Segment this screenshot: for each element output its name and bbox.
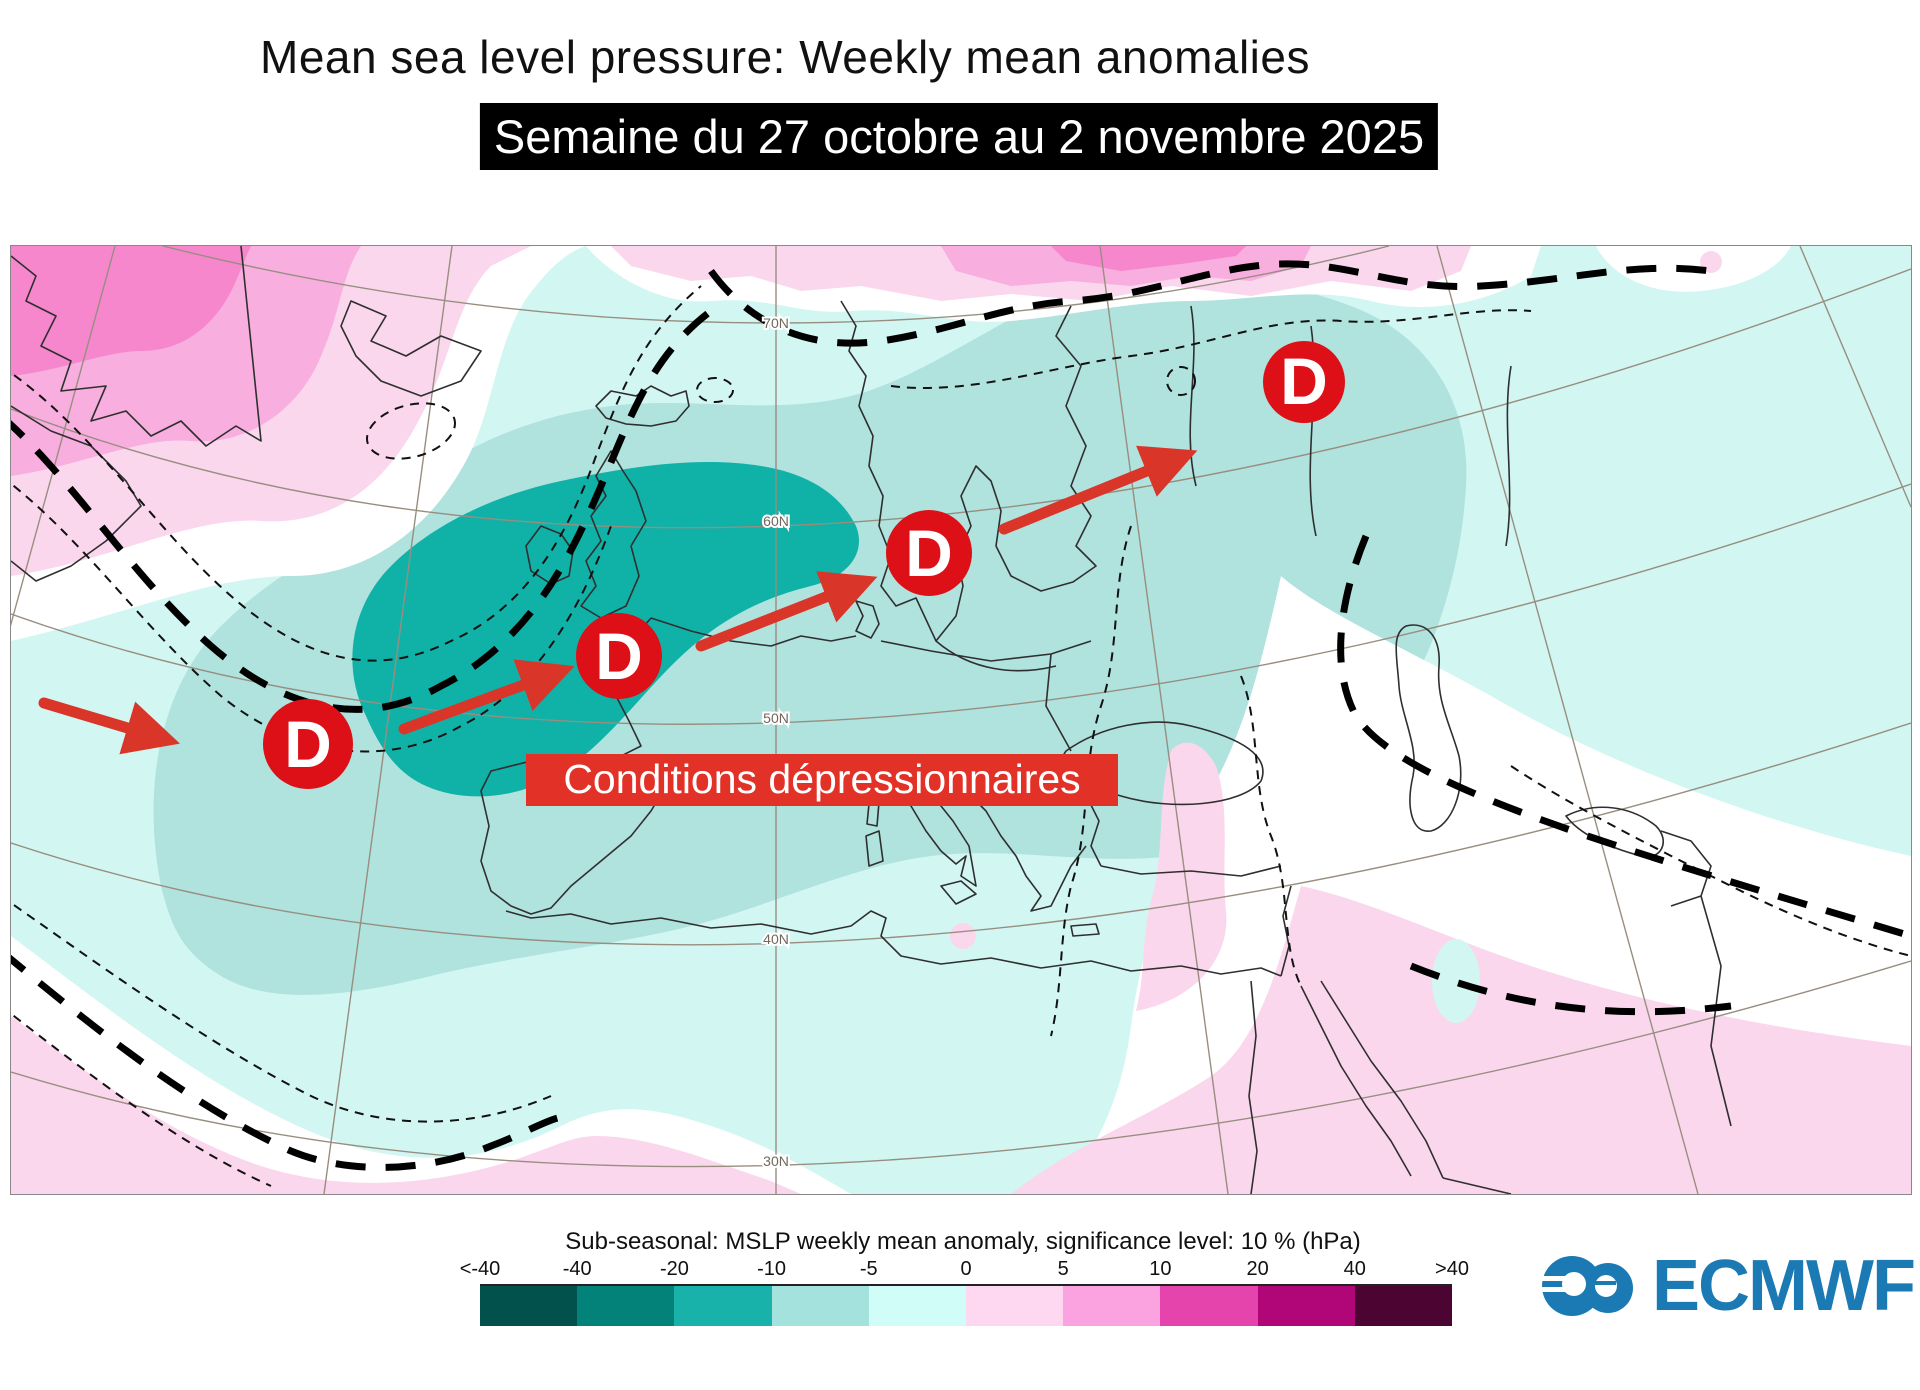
- svg-text:D: D: [905, 516, 953, 590]
- fill-palepink-spot-algeria: [950, 923, 976, 949]
- arrow-d3-d4: [998, 445, 1198, 535]
- fill-cyan-patch-redsea: [1432, 939, 1480, 1023]
- colorbar-tick: -5: [859, 1258, 878, 1280]
- lat-label-50n: 50N: [763, 710, 789, 726]
- arrow-d1-d2: [398, 659, 575, 735]
- colorbar-cell: [674, 1286, 772, 1326]
- svg-text:Conditions dépressionnaires: Conditions dépressionnaires: [563, 756, 1080, 802]
- colorbar-cell: [577, 1286, 675, 1326]
- fill-palepink-italy: [1136, 742, 1227, 1011]
- depression-marker-baltic: D: [886, 510, 972, 596]
- graticule: [11, 246, 1911, 1194]
- colorbar-cell: [771, 1286, 869, 1326]
- arrow-west: [38, 697, 180, 755]
- lat-label-40n: 40N: [763, 931, 789, 947]
- fill-palepink-southeast: [1011, 886, 1911, 1194]
- thick-dashed-contours: [11, 260, 1911, 1171]
- colorbar-tick: -20: [659, 1258, 689, 1280]
- depression-arrows: [38, 445, 1198, 755]
- colorbar-tick: -10: [757, 1258, 787, 1280]
- annotation-label: Conditions dépressionnaires: [526, 754, 1118, 806]
- fill-white-southwest: [11, 936, 851, 1194]
- lat-label-70n: 70N: [763, 315, 789, 331]
- colorbar: [480, 1284, 1453, 1326]
- colorbar-cell: [1160, 1286, 1258, 1326]
- anomaly-map: 70N 60N 50N 40N 30N D: [10, 245, 1912, 1195]
- week-subtitle: Semaine du 27 octobre au 2 novembre 2025: [479, 103, 1439, 170]
- thin-dashed-contours: [11, 285, 1911, 1187]
- arrow-d2-d3: [695, 571, 878, 652]
- colorbar-tick: 10: [1149, 1258, 1172, 1280]
- depression-markers: D D D D: [263, 341, 1345, 789]
- svg-text:D: D: [1280, 344, 1328, 418]
- depression-marker-ireland: D: [576, 613, 662, 699]
- fill-darkpink-barents: [1051, 246, 1246, 271]
- lat-label-30n: 30N: [763, 1153, 789, 1169]
- colorbar-tick: 0: [960, 1258, 972, 1280]
- colorbar-tick: <-40: [459, 1258, 501, 1280]
- fill-palepink-southwest: [11, 1016, 801, 1194]
- legend-title: Sub-seasonal: MSLP weekly mean anomaly, …: [565, 1228, 1361, 1255]
- colorbar-ticks: <-40 -40 -20 -10 -5 0 5 10 20 40 >40: [460, 1258, 1469, 1282]
- ecmwf-logo-text: ECMWF: [1652, 1246, 1916, 1326]
- colorbar-cell: [1354, 1286, 1453, 1326]
- fill-darkpink-northwest: [11, 246, 251, 376]
- colorbar-tick: -40: [562, 1258, 592, 1280]
- svg-text:D: D: [284, 707, 332, 781]
- colorbar-tick: 20: [1246, 1258, 1269, 1280]
- colorbar-tick: 5: [1057, 1258, 1069, 1280]
- page-title: Mean sea level pressure: Weekly mean ano…: [260, 31, 1310, 83]
- anomaly-map-svg: 70N 60N 50N 40N 30N D: [11, 246, 1911, 1194]
- ecmwf-logo-icon: [1538, 1256, 1633, 1316]
- ecmwf-logo: ECMWF: [1538, 1246, 1916, 1326]
- latitude-labels: 70N 60N 50N 40N 30N: [761, 313, 791, 1171]
- colorbar-tick: 40: [1343, 1258, 1366, 1280]
- colorbar-cell: [868, 1286, 967, 1326]
- colorbar-cell: [480, 1286, 578, 1326]
- depression-marker-russia: D: [1263, 341, 1345, 423]
- colorbar-tick: >40: [1435, 1258, 1469, 1280]
- svg-text:D: D: [595, 619, 643, 693]
- lat-label-60n: 60N: [763, 513, 789, 529]
- colorbar-cell: [1063, 1286, 1161, 1326]
- colorbar-cell: [966, 1286, 1064, 1326]
- depression-marker-atlantic: D: [263, 699, 353, 789]
- colorbar-cell: [1257, 1286, 1355, 1326]
